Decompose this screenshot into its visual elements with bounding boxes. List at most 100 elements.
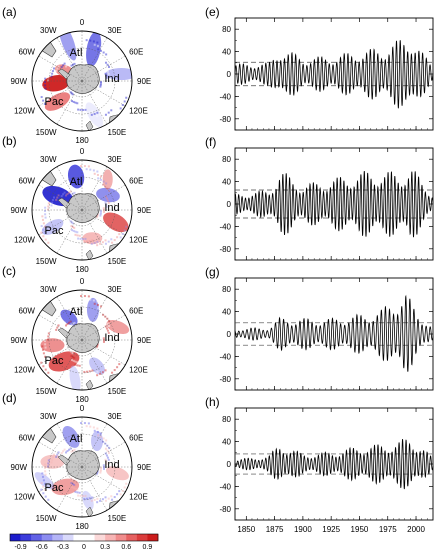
grid-cell [43, 362, 46, 364]
x-tick-label: 1900 [294, 525, 312, 534]
grid-cell [72, 100, 75, 103]
grid-cell [104, 369, 107, 372]
grid-cell [42, 99, 45, 102]
grid-cell [100, 210, 102, 212]
grid-cell [95, 86, 98, 89]
y-tick-label: 40 [222, 178, 231, 187]
grid-cell [60, 452, 63, 455]
grid-cell [73, 62, 76, 65]
grid-cell [123, 486, 126, 489]
grid-cell [62, 64, 65, 67]
grid-cell [96, 374, 99, 377]
ocean-label-indian: Ind [104, 73, 119, 85]
longitude-label: 150W [36, 128, 57, 137]
anomaly-blob [67, 164, 85, 189]
grid-cell [40, 225, 43, 228]
map-boundary [31, 416, 133, 518]
grid-cell [108, 319, 111, 322]
grid-cell [77, 237, 80, 240]
x-tick-label: 1925 [322, 525, 340, 534]
longitude-label: 60E [129, 307, 143, 316]
longitude-label: 30E [108, 285, 122, 294]
grid-cell [71, 100, 73, 103]
grid-cell [118, 104, 121, 107]
colorbar-swatch [73, 534, 85, 541]
grid-cell [73, 226, 76, 229]
meridian-line [38, 80, 83, 107]
grid-cell [47, 76, 50, 79]
grid-cell [99, 341, 102, 344]
grid-cell [97, 434, 100, 437]
grid-cell [71, 222, 74, 225]
grid-cell [86, 370, 89, 373]
meridian-line [81, 209, 108, 254]
grid-cell [88, 370, 91, 373]
grid-cell [83, 240, 86, 243]
grid-cell [105, 182, 108, 185]
meridian-line [81, 423, 108, 468]
grid-cell [107, 201, 110, 204]
grid-cell [96, 501, 99, 504]
grid-cell [71, 483, 74, 486]
grid-cell [44, 336, 47, 339]
longitude-label: 0 [80, 18, 85, 27]
ocean-label-atlantic: Atl [70, 306, 83, 318]
grid-cell [110, 368, 113, 371]
grid-cell [89, 425, 92, 428]
grid-cell [99, 372, 102, 375]
antarctic-peninsula [57, 327, 71, 339]
grid-cell [95, 345, 98, 348]
grid-cell [113, 496, 116, 499]
grid-cell [80, 422, 83, 425]
grid-cell [73, 191, 76, 194]
panel-label: (g) [205, 265, 220, 279]
grid-cell [44, 482, 47, 485]
grid-cell [96, 170, 99, 173]
longitude-label: 90W [11, 463, 28, 472]
meridian-line [81, 339, 126, 366]
grid-cell [66, 450, 69, 453]
meridian-line [56, 209, 83, 254]
y-tick-label: 80 [222, 25, 231, 34]
grid-cell [104, 72, 107, 75]
polar-map-1: 0 30E 60E 90E 120E 150E 180 150W 120W 90W 60W 30W At… [2, 5, 151, 145]
grid-cell [76, 491, 79, 494]
panel-label: (b) [2, 134, 17, 148]
anomaly-blob [103, 212, 129, 233]
grid-cell [70, 450, 73, 453]
series-line [234, 294, 434, 372]
longitude-label: 30W [40, 26, 57, 35]
grid-cell [44, 87, 47, 90]
anomaly-blob [105, 466, 129, 481]
grid-cell [102, 340, 105, 343]
grid-cell [41, 348, 44, 351]
grid-cell [100, 81, 102, 83]
grid-cell [102, 337, 105, 340]
longitude-label: 120W [14, 493, 35, 502]
grid-cell [91, 369, 94, 372]
longitude-label: 180 [75, 522, 89, 531]
grid-cell [96, 427, 99, 430]
colorbar-tick-label: -0.6 [36, 544, 48, 550]
map-field [32, 31, 132, 131]
grid-cell [121, 233, 124, 235]
grid-cell [89, 39, 92, 42]
grid-cell [111, 371, 114, 374]
grid-cell [74, 101, 77, 104]
grid-cell [101, 498, 104, 501]
longitude-label: 150W [36, 257, 57, 266]
longitude-label: 90E [137, 206, 151, 215]
antarctic-peninsula [57, 68, 71, 80]
grid-cell [111, 498, 114, 501]
grid-cell [110, 109, 113, 112]
grid-cell [107, 111, 110, 114]
grid-cell [42, 106, 45, 109]
y-tick-label: -80 [219, 245, 231, 254]
colorbar-swatch [31, 534, 43, 541]
new-zealand-land [85, 506, 94, 517]
grid-cell [44, 238, 47, 241]
grid-cell [105, 74, 108, 77]
series-line [234, 40, 434, 109]
anomaly-blob [82, 232, 103, 245]
grid-cell [92, 426, 95, 429]
